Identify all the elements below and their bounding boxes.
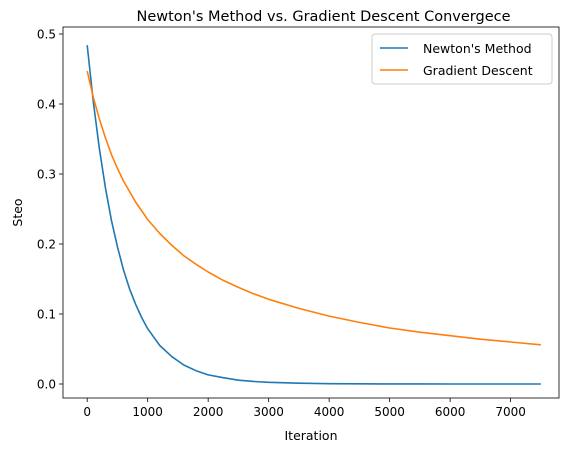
x-axis: 0 1000 2000 3000 4000 5000 6000 7000 [83,398,526,419]
x-tick-label: 5000 [374,405,405,419]
y-tick-label: 0.4 [37,98,56,112]
plot-area [62,26,560,399]
y-axis-label: Steo [10,198,25,226]
series-line-newton-s-method [86,45,541,385]
legend-label-gradient-descent: Gradient Descent [423,63,533,78]
y-tick-label: 0.5 [37,28,56,42]
y-tick-label: 0.0 [37,378,56,392]
legend-label-newtons-method: Newton's Method [423,41,532,56]
x-tick-label: 1000 [132,405,163,419]
legend: Newton's Method Gradient Descent [371,33,553,85]
chart-title: Newton's Method vs. Gradient Descent Con… [136,9,510,25]
x-axis-label: Iteration [284,428,337,443]
series-line-gradient-descent [86,70,541,346]
x-tick-label: 4000 [314,405,345,419]
series-layer [86,45,541,385]
y-tick-label: 0.2 [37,238,56,252]
x-tick-label: 0 [83,405,91,419]
x-tick-label: 6000 [435,405,466,419]
x-tick-label: 7000 [495,405,526,419]
y-tick-label: 0.1 [37,308,56,322]
x-tick-label: 2000 [193,405,224,419]
axes-frame [62,26,560,399]
y-tick-label: 0.3 [37,168,56,182]
legend-box [371,33,553,85]
y-axis: 0.0 0.1 0.2 0.3 0.4 0.5 [37,28,63,392]
x-tick-label: 3000 [253,405,284,419]
